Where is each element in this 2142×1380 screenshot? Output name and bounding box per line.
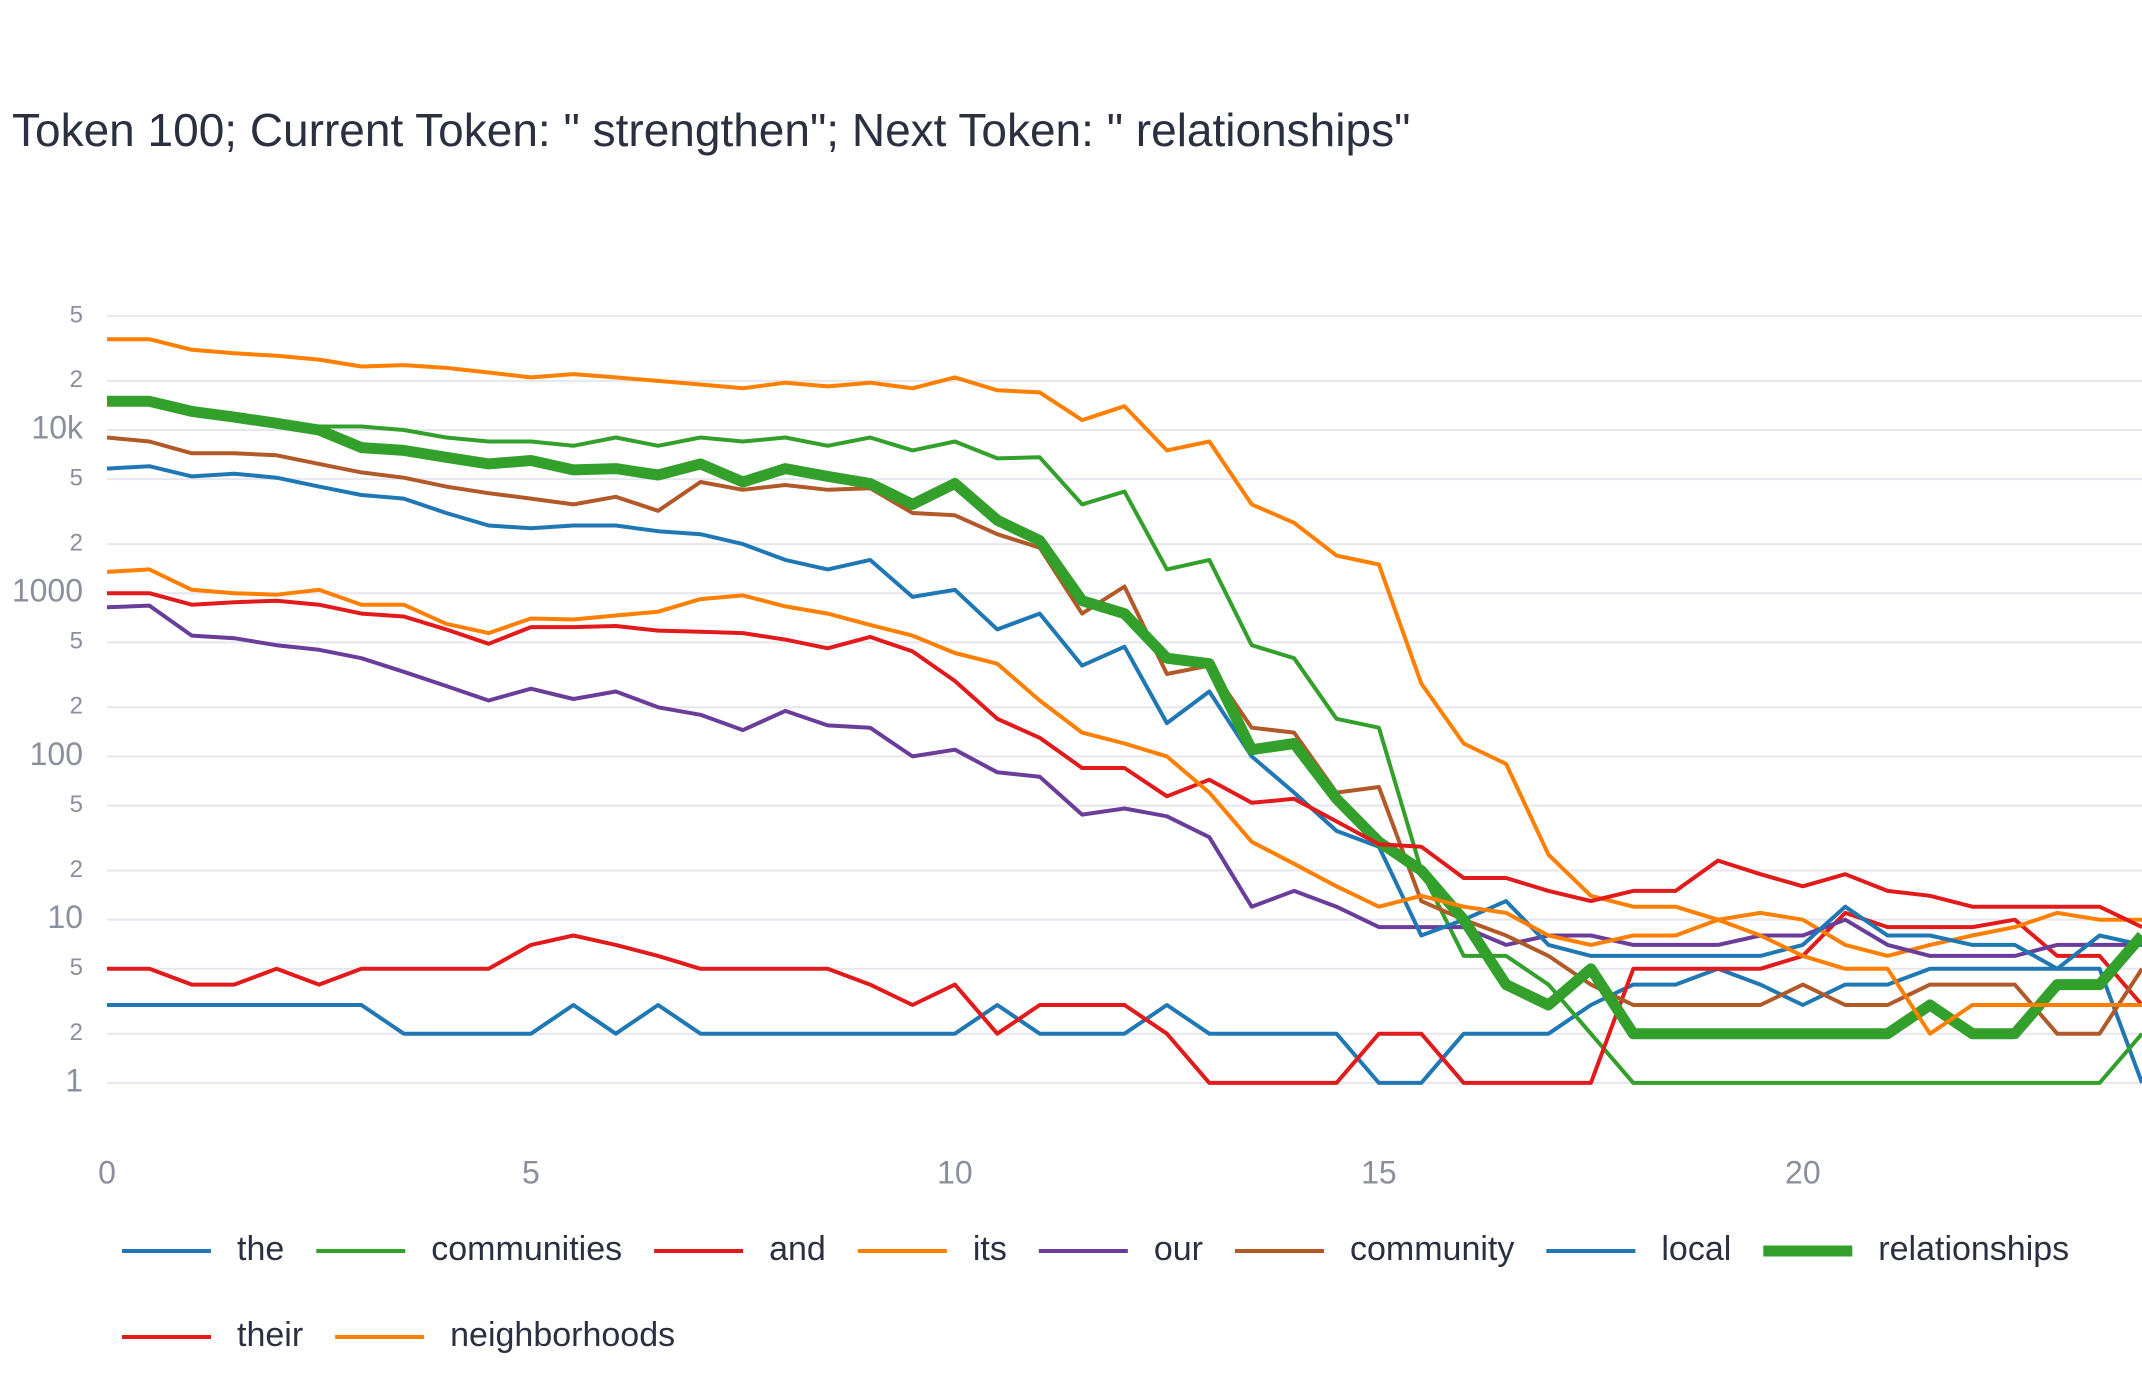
- x-tick-label: 10: [937, 1154, 973, 1190]
- x-tick-label: 20: [1785, 1154, 1821, 1190]
- series-line: [106, 567, 2142, 1036]
- series-line: [107, 395, 2142, 1040]
- legend-label: community: [1350, 1230, 1514, 1268]
- y-tick-label: 5: [70, 791, 83, 818]
- legend: the communities and its our community local rel…: [122, 1230, 2069, 1354]
- legend-label: communities: [431, 1230, 622, 1268]
- legend-item[interactable]: its: [857, 1230, 1007, 1268]
- y-tick-label: 2: [70, 1019, 83, 1046]
- y-tick-label: 5: [70, 954, 83, 981]
- y-tick-label: 2: [70, 856, 83, 883]
- legend-item[interactable]: the: [122, 1230, 284, 1268]
- series-line: [106, 603, 2142, 958]
- legend-item[interactable]: neighborhoods: [335, 1316, 675, 1354]
- x-tick-label: 0: [98, 1154, 116, 1190]
- legend-label: relationships: [1878, 1230, 2069, 1268]
- legend-item[interactable]: and: [654, 1230, 826, 1268]
- series-line: [106, 435, 2142, 1036]
- x-tick-label: 15: [1361, 1154, 1397, 1190]
- legend-item[interactable]: local: [1546, 1230, 1731, 1268]
- y-tick-label: 1: [65, 1062, 83, 1098]
- legend-item[interactable]: our: [1038, 1230, 1203, 1268]
- legend-label: their: [237, 1316, 303, 1354]
- series-line: [107, 591, 2142, 929]
- legend-label: our: [1154, 1230, 1203, 1268]
- legend-item[interactable]: community: [1234, 1230, 1514, 1268]
- legend-item[interactable]: their: [122, 1316, 303, 1354]
- series-line: [106, 464, 2142, 971]
- series-line: [107, 399, 2142, 1085]
- y-tick-label: 10: [47, 899, 83, 935]
- y-tick-label: 1000: [12, 573, 83, 609]
- legend-label: and: [769, 1230, 826, 1268]
- y-tick-label: 100: [30, 736, 83, 772]
- y-tick-label: 5: [70, 628, 83, 655]
- series-line: [107, 966, 2142, 1085]
- legend-item[interactable]: relationships: [1763, 1230, 2069, 1268]
- legend-label: the: [237, 1230, 284, 1268]
- x-tick-label: 5: [522, 1154, 540, 1190]
- legend-label: neighborhoods: [450, 1316, 675, 1354]
- series-line: [107, 337, 2142, 958]
- y-tick-label: 2: [70, 693, 83, 720]
- legend-label: its: [973, 1230, 1007, 1268]
- y-tick-label: 2: [70, 366, 83, 393]
- grid: [107, 314, 2142, 1084]
- y-tick-label: 10k: [31, 409, 84, 445]
- legend-item[interactable]: communities: [316, 1230, 622, 1268]
- y-tick-label: 5: [70, 464, 83, 491]
- plot-lines: [106, 337, 2142, 1085]
- axes: 1 2 5 10 2 5 100 2 5 1000 2 5 10k 2 5 0 5 10 15 20: [12, 301, 1821, 1190]
- chart-title: Token 100; Current Token: " strengthen";…: [12, 104, 1410, 156]
- y-tick-label: 2: [70, 529, 83, 556]
- y-tick-label: 5: [70, 301, 83, 328]
- legend-label: local: [1661, 1230, 1731, 1268]
